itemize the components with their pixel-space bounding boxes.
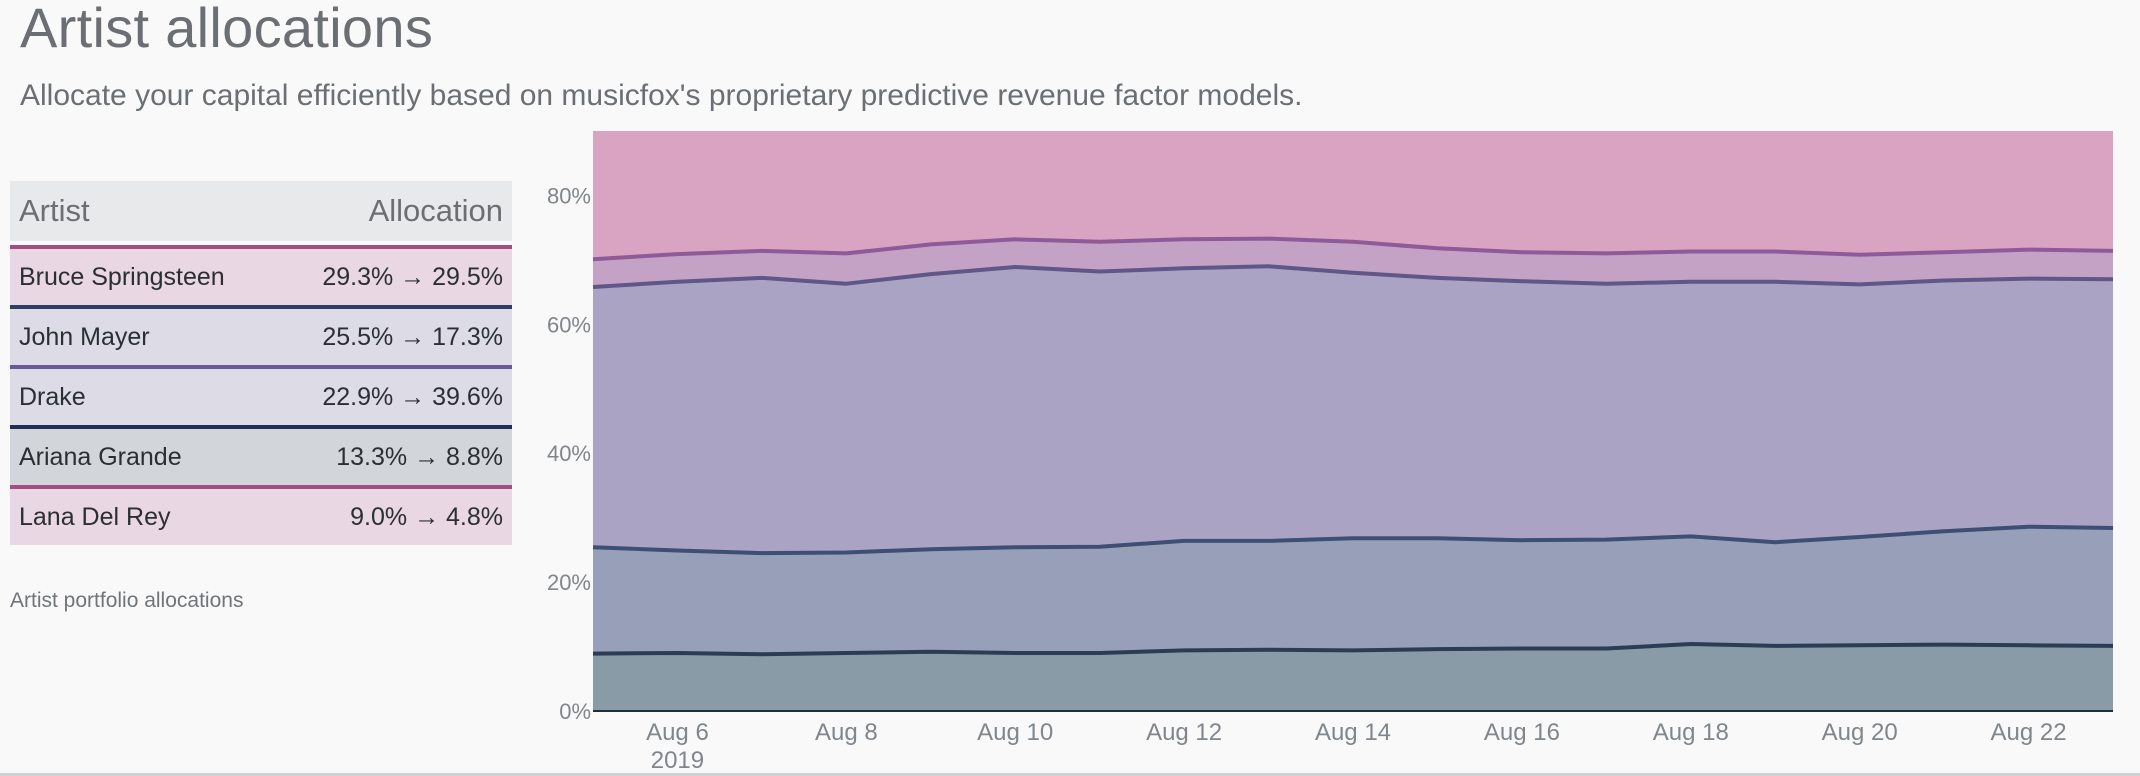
artist-name: Lana Del Rey (19, 502, 171, 531)
allocation-value: 29.3% → 29.5% (322, 262, 503, 291)
area-layer (593, 238, 2113, 287)
column-header-allocation: Allocation (368, 193, 503, 228)
allocation-table: Artist Allocation Bruce Springsteen 29.3… (10, 181, 512, 545)
table-row: Ariana Grande 13.3% → 8.8% (10, 425, 512, 485)
series-line (592, 264, 2114, 289)
table-row: Bruce Springsteen 29.3% → 29.5% (10, 245, 512, 305)
x-tick-label: Aug 18 (1653, 719, 1729, 746)
allocation-value: 25.5% → 17.3% (322, 322, 503, 351)
x-tick-label: Aug 10 (977, 719, 1053, 746)
x-tick-label: Aug 22 (1991, 719, 2067, 746)
series-line (592, 236, 2114, 262)
allocation-value: 22.9% → 39.6% (322, 382, 503, 411)
allocation-value: 9.0% → 4.8% (350, 502, 503, 531)
table-row: Drake 22.9% → 39.6% (10, 365, 512, 425)
y-tick-label: 40% (547, 441, 591, 466)
x-tick-label: Aug 6 (646, 719, 709, 746)
y-tick-label: 0% (559, 699, 591, 724)
column-header-artist: Artist (19, 193, 90, 228)
x-tick-label: Aug 8 (815, 719, 878, 746)
page-subtitle: Allocate your capital efficiently based … (20, 79, 1303, 112)
y-tick-label: 80% (547, 183, 591, 208)
area-layer (593, 644, 2113, 711)
page-title: Artist allocations (20, 0, 434, 59)
x-tick-label: Aug 20 (1822, 719, 1898, 746)
artist-name: Ariana Grande (19, 442, 182, 471)
x-tick-label: Aug 14 (1315, 719, 1391, 746)
allocation-value: 13.3% → 8.8% (336, 442, 503, 471)
series-line (592, 524, 2114, 556)
artist-name: John Mayer (19, 322, 150, 351)
area-layer (593, 266, 2113, 554)
series-line (592, 642, 2114, 657)
table-row: Lana Del Rey 9.0% → 4.8% (10, 485, 512, 545)
x-tick-label: Aug 12 (1146, 719, 1222, 746)
artist-name: Bruce Springsteen (19, 262, 225, 291)
y-tick-label: 20% (547, 570, 591, 595)
x-tick-label: Aug 16 (1484, 719, 1560, 746)
y-tick-label: 60% (547, 312, 591, 337)
table-header: Artist Allocation (10, 181, 512, 245)
area-layer (593, 526, 2113, 655)
x-tick-year-label: 2019 (651, 747, 704, 774)
table-caption: Artist portfolio allocations (10, 589, 244, 612)
area-layer (593, 131, 2113, 260)
table-row: John Mayer 25.5% → 17.3% (10, 305, 512, 365)
page-bottom-divider (0, 773, 2140, 776)
artist-name: Drake (19, 382, 86, 411)
